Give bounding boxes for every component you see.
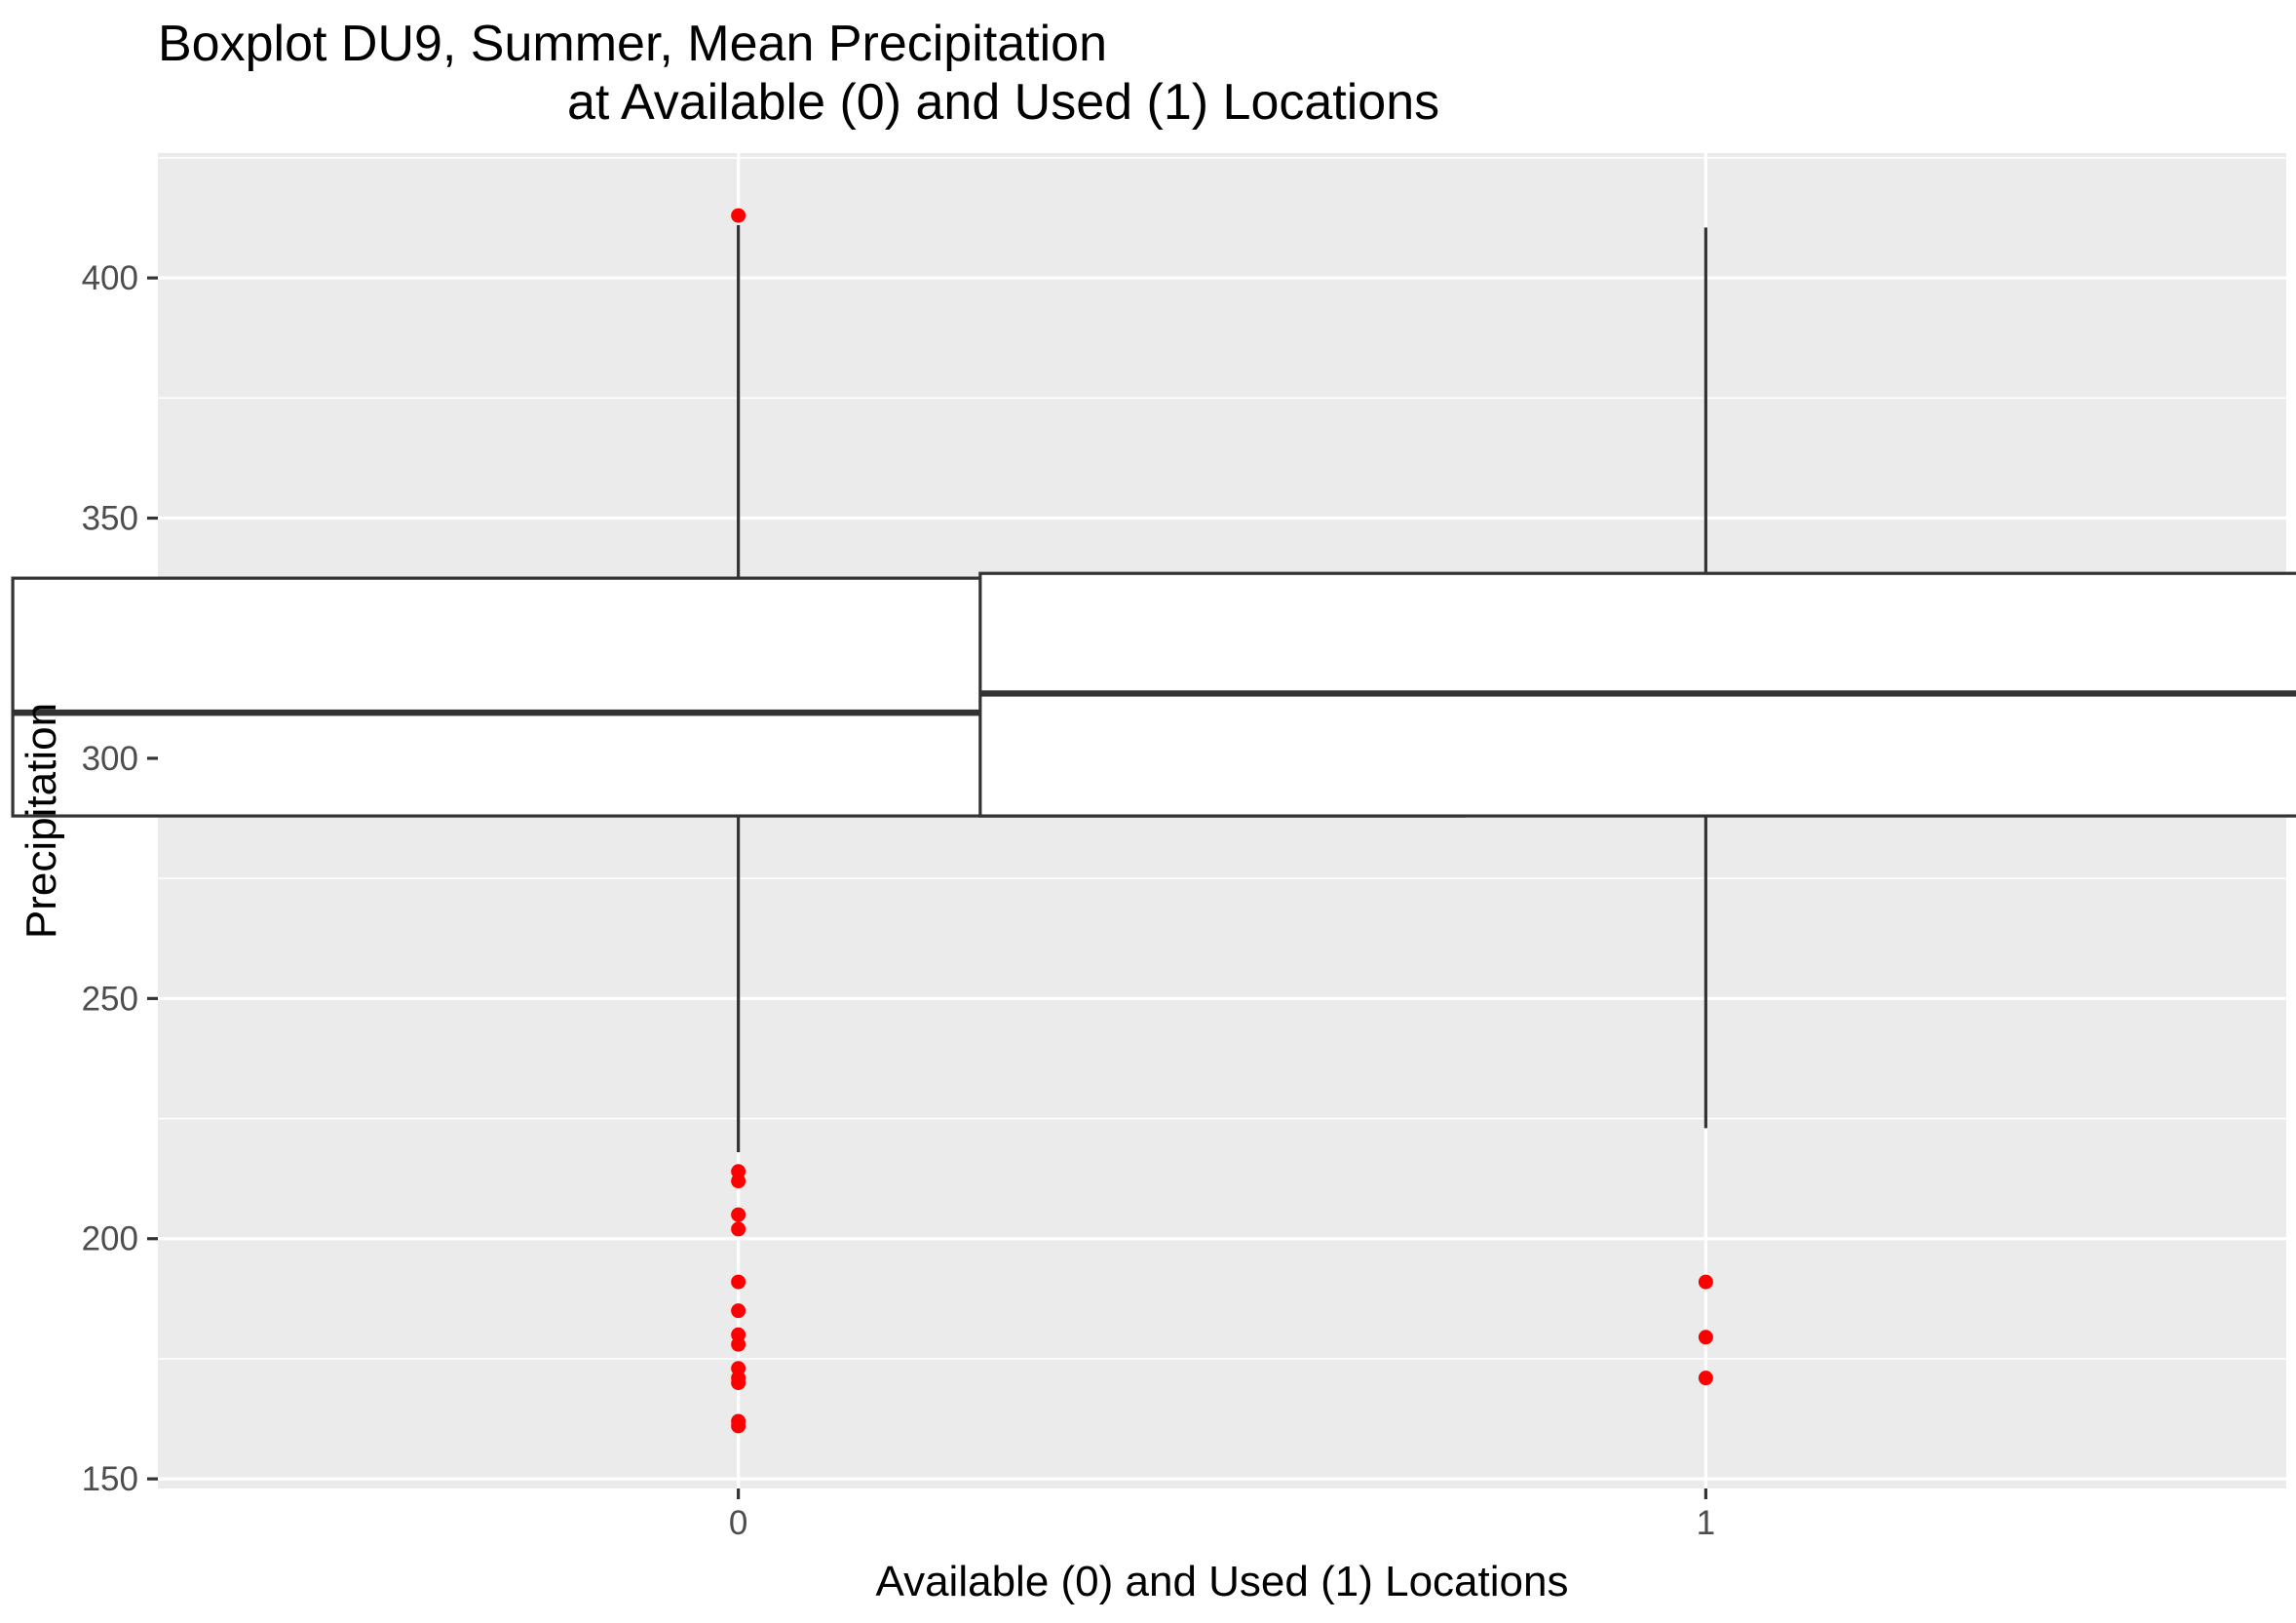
- box-group-1: [978, 227, 2296, 1129]
- x-tick-label: 0: [729, 1504, 747, 1542]
- outlier-point: [731, 1274, 746, 1290]
- outlier-point: [731, 1375, 746, 1391]
- outlier-point: [1698, 1274, 1713, 1290]
- chart-title-line2: at Available (0) and Used (1) Locations: [567, 74, 1439, 131]
- outlier-point: [731, 1207, 746, 1222]
- outlier-point: [731, 1418, 746, 1434]
- y-tick-label: 300: [82, 740, 138, 778]
- x-tick-label: 1: [1697, 1504, 1715, 1542]
- outlier-point: [1698, 1371, 1713, 1386]
- y-tick-label: 250: [82, 980, 138, 1018]
- outlier-point: [731, 1336, 746, 1352]
- y-axis: 150 200 250 300 350 400: [82, 259, 158, 1498]
- boxes-layer: [11, 224, 2296, 1153]
- outliers-layer: [731, 208, 1713, 1434]
- y-tick-label: 150: [82, 1460, 138, 1498]
- y-tick-label: 200: [82, 1220, 138, 1258]
- outlier-point: [731, 1221, 746, 1237]
- chart-title-line1: Boxplot DU9, Summer, Mean Precipitation: [158, 16, 1107, 72]
- plot-panel: [158, 153, 2286, 1488]
- y-axis-title: Precipitation: [18, 703, 65, 939]
- outlier-point: [1698, 1330, 1713, 1345]
- y-tick-label: 350: [82, 500, 138, 538]
- x-axis-title: Available (0) and Used (1) Locations: [876, 1558, 1569, 1605]
- outlier-point: [731, 208, 746, 223]
- y-tick-label: 400: [82, 259, 138, 297]
- outlier-point: [731, 1303, 746, 1319]
- outlier-point: [731, 1174, 746, 1189]
